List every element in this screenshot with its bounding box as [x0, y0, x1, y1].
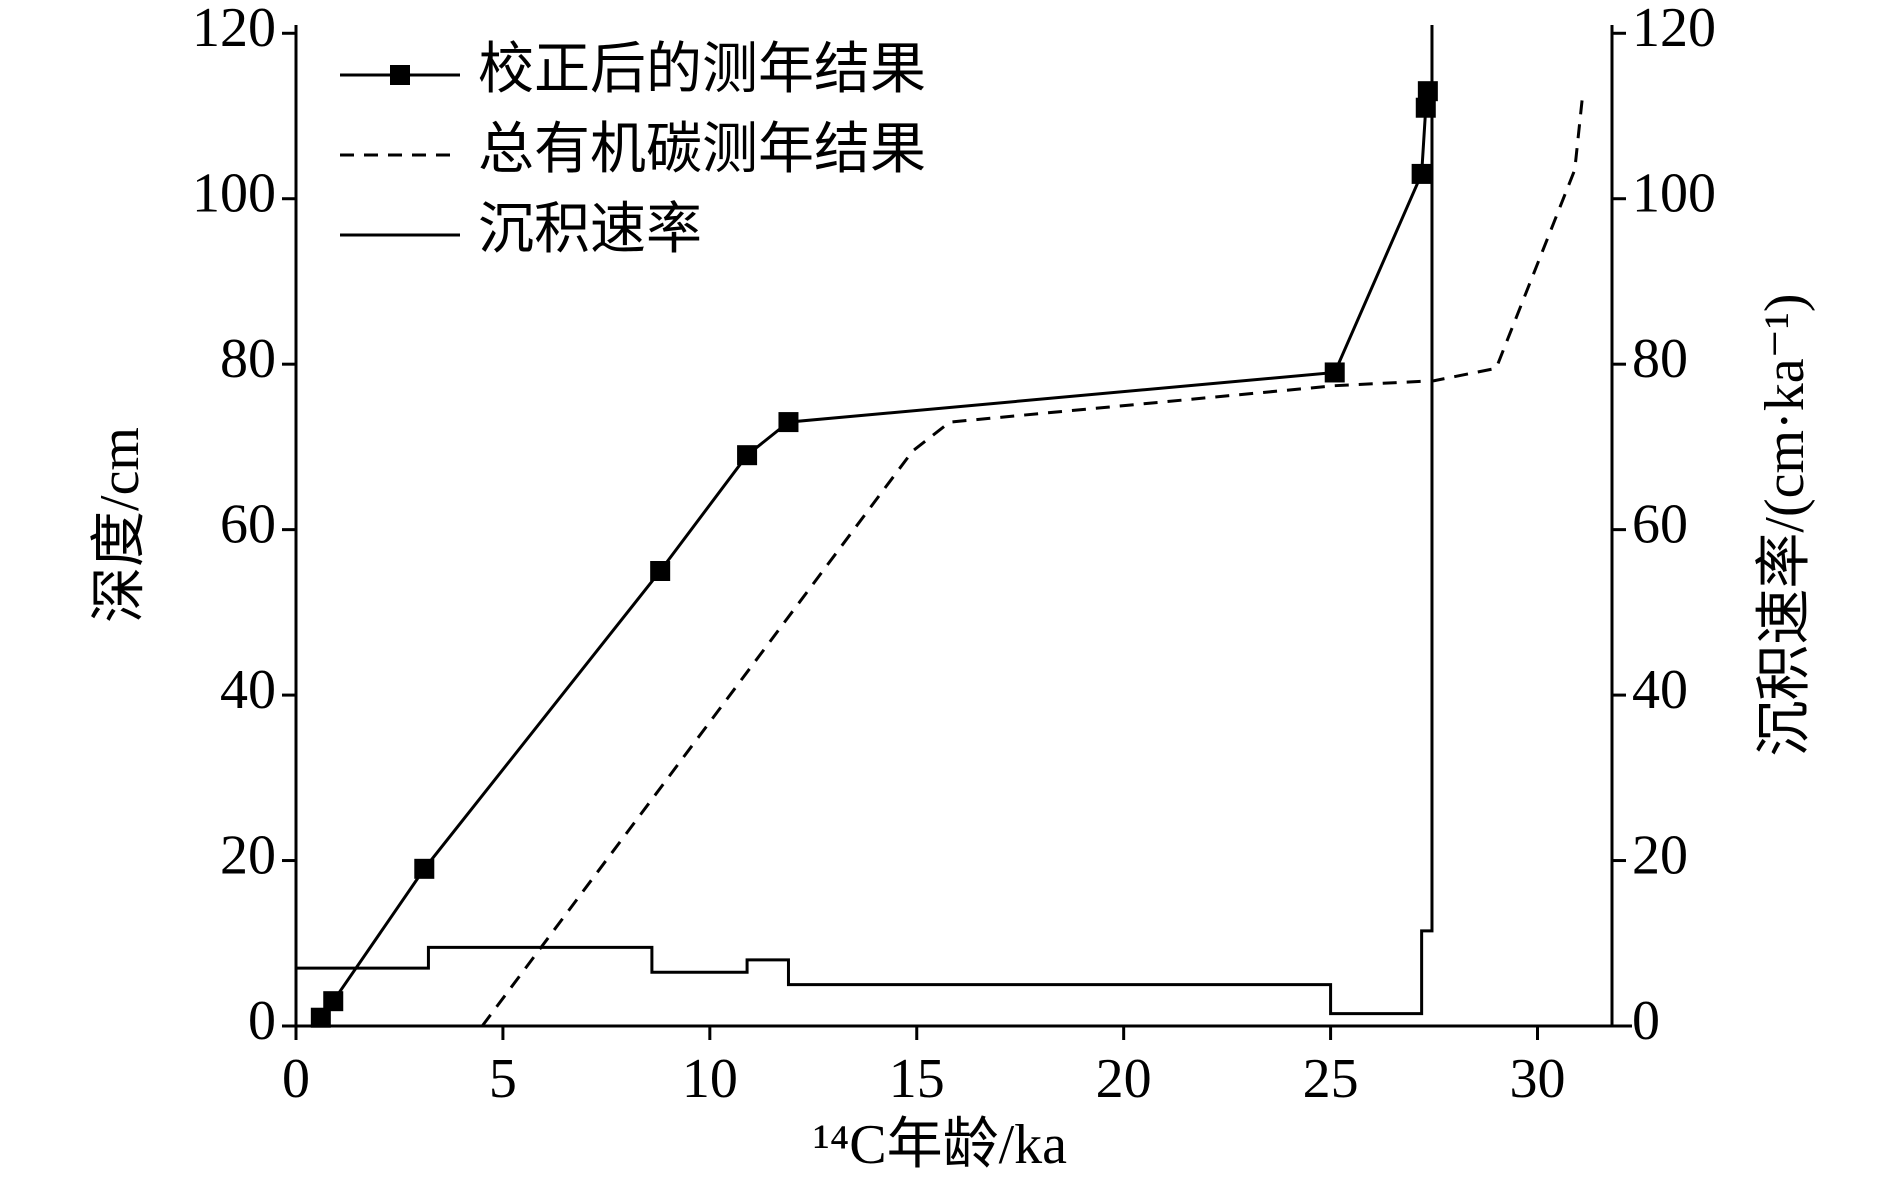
y2-tick-label: 120 — [1632, 0, 1716, 59]
marker — [1411, 163, 1432, 184]
x-tick-label: 30 — [1510, 1048, 1566, 1110]
marker — [778, 412, 799, 433]
x-axis-label: ¹⁴C年龄/ka — [813, 1114, 1067, 1176]
x-tick-label: 20 — [1096, 1048, 1152, 1110]
y-tick-label: 20 — [220, 824, 276, 886]
legend-label: 沉积速率 — [478, 199, 702, 261]
marker — [414, 858, 435, 879]
y-tick-label: 80 — [220, 328, 276, 390]
series-line — [319, 90, 1430, 1019]
y2-tick-label: 20 — [1632, 824, 1688, 886]
y-axis-label: 深度/cm — [89, 427, 151, 623]
x-tick-label: 10 — [682, 1048, 738, 1110]
x-tick-label: 0 — [282, 1048, 310, 1110]
series-line — [481, 91, 1585, 1027]
y2-tick-label: 0 — [1632, 990, 1660, 1052]
marker — [310, 1007, 331, 1028]
y2-tick-label: 40 — [1632, 659, 1688, 721]
x-tick-label: 5 — [489, 1048, 517, 1110]
marker — [650, 561, 671, 581]
x-tick-label: 15 — [889, 1048, 945, 1110]
y-tick-label: 0 — [248, 990, 276, 1052]
y-tick-label: 120 — [192, 0, 276, 59]
y-tick-label: 100 — [192, 163, 276, 225]
legend-marker — [390, 65, 410, 85]
x-tick-label: 25 — [1303, 1048, 1359, 1110]
marker — [737, 445, 758, 466]
y-tick-label: 60 — [220, 493, 276, 555]
marker — [1417, 81, 1438, 102]
y2-tick-label: 80 — [1632, 328, 1688, 390]
legend-label: 总有机碳测年结果 — [478, 119, 926, 181]
legend-label: 校正后的测年结果 — [478, 39, 926, 101]
marker — [1324, 362, 1345, 383]
y2-tick-label: 60 — [1632, 493, 1688, 555]
marker — [323, 991, 344, 1012]
y2-axis-label: 沉积速率/(cm·ka⁻¹) — [1754, 293, 1816, 756]
series-line — [296, 25, 1434, 1016]
y2-tick-label: 100 — [1632, 163, 1716, 225]
y-tick-label: 40 — [220, 659, 276, 721]
